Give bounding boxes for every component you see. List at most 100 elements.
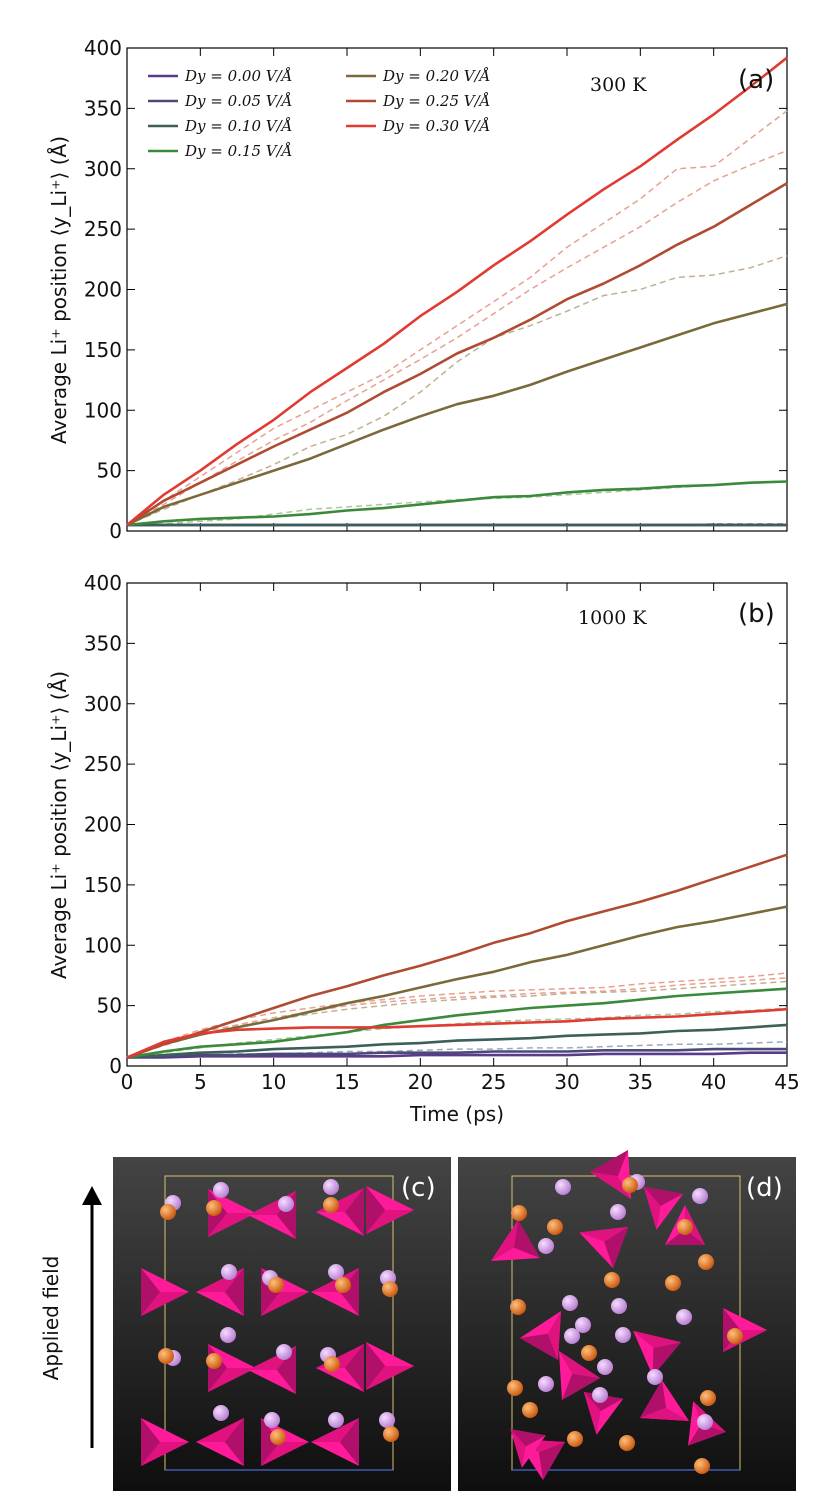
dashed-line-b-1 [126,977,788,1059]
o-atom-d-3 [677,1219,693,1235]
tetrahedron-c-4 [141,1268,189,1316]
o-atom-d-4 [698,1254,714,1270]
y-tick-label-a-5: 250 [84,217,122,241]
dashed-line-a-0 [126,110,788,526]
y-tick-label-a-4: 200 [84,278,122,302]
li-atom-d-11 [597,1359,613,1375]
li-atom-d-12 [538,1376,554,1392]
o-atom-d-14 [619,1435,635,1451]
series-line-a-5 [126,182,788,527]
li-atom-d-13 [647,1369,663,1385]
x-tick-label-b-8: 40 [701,1070,726,1094]
plot-frame-a [126,47,788,532]
applied-field-label: Applied field [39,1256,63,1381]
o-atom-d-8 [727,1328,743,1344]
y-tick-label-b-0: 0 [109,1054,122,1078]
legend-label-6: Dy = 0.30 V/Å [382,117,491,135]
o-atom-c-2 [323,1197,339,1213]
ticks-a: 0 50 100 150 200 250 300 350 400 [84,36,788,543]
li-atom-d-3 [538,1238,554,1254]
x-tick-label-b-9: 45 [774,1070,799,1094]
li-atom-c-9 [220,1327,236,1343]
o-atom-c-4 [335,1277,351,1293]
li-atom-d-8 [575,1317,591,1333]
li-atom-c-6 [328,1264,344,1280]
o-atom-d-6 [665,1275,681,1291]
tetrahedron-d-2 [643,1186,684,1230]
li-atom-c-1 [213,1182,229,1198]
o-atom-d-7 [510,1299,526,1315]
o-atom-c-3 [268,1277,284,1293]
o-atom-d-5 [604,1272,620,1288]
y-tick-label-b-1: 50 [97,994,122,1018]
li-atom-d-4 [610,1204,626,1220]
field-arrow-icon [82,1186,102,1205]
panel-label-a: (a) [738,65,774,95]
y-tick-label-a-2: 100 [84,398,122,422]
tetrahedron-c-13 [196,1418,244,1466]
o-atom-d-2 [622,1177,638,1193]
li-atom-c-10 [276,1344,292,1360]
tetrahedron-c-15 [311,1418,359,1466]
li-atom-c-15 [379,1412,395,1428]
temperature-label-a: 300 K [590,74,647,96]
tetrahedron-c-14 [261,1418,309,1466]
li-atom-d-10 [615,1327,631,1343]
y-tick-label-b-4: 200 [84,813,122,837]
y-tick-label-b-7: 350 [84,631,122,655]
tetrahedron-d-6 [519,1310,561,1361]
series-line-b-5 [126,853,788,1059]
panel-d-structure: (d) [458,1149,796,1491]
x-tick-label-b-2: 10 [261,1070,286,1094]
li-atom-c-4 [221,1264,237,1280]
li-atom-d-2 [692,1188,708,1204]
panel-label-c: (c) [401,1173,436,1203]
y-tick-label-b-5: 250 [84,752,122,776]
applied-field-indicator: Applied field [39,1186,102,1448]
li-atom-c-3 [323,1179,339,1195]
y-tick-label-b-8: 400 [84,571,122,595]
y-tick-label-a-1: 50 [97,459,122,483]
x-axis-label: Time (ps) [409,1102,504,1126]
li-atom-d-14 [592,1387,608,1403]
o-atom-d-9 [581,1345,597,1361]
tetrahedron-c-10 [366,1342,414,1390]
legend-label-3: Dy = 0.15 V/Å [184,142,293,160]
tetrahedron-d-13 [510,1429,546,1468]
panel-b: 0 50 100 150 200 250 300 350 400 0 5 10 15 20 25 30 35 40… [47,571,800,1126]
li-atom-c-2 [278,1196,294,1212]
legend-label-4: Dy = 0.20 V/Å [382,67,491,85]
o-atom-c-9 [270,1429,286,1445]
o-atom-d-10 [507,1380,523,1396]
x-tick-label-b-0: 0 [121,1070,134,1094]
plot-frame-b [126,582,788,1067]
y-tick-label-a-6: 300 [84,157,122,181]
series-line-b-6 [126,1007,788,1059]
series-line-b-3 [126,987,788,1059]
temperature-label-b: 1000 K [578,607,647,629]
x-tick-label-b-6: 30 [554,1070,579,1094]
y-axis-label-b: Average Li⁺ position ⟨y_Li⁺⟩ (Å) [47,671,71,979]
series-line-a-4 [126,302,788,527]
y-tick-label-a-3: 150 [84,338,122,362]
o-atom-d-0 [511,1205,527,1221]
legend-label-2: Dy = 0.10 V/Å [184,117,293,135]
series-line-b-1 [126,1047,787,1059]
o-atom-c-5 [382,1281,398,1297]
x-tick-label-b-7: 35 [628,1070,653,1094]
o-atom-d-1 [547,1219,563,1235]
y-axis-label-a: Average Li⁺ position ⟨y_Li⁺⟩ (Å) [47,136,71,444]
o-atom-d-13 [567,1431,583,1447]
o-atom-d-15 [694,1458,710,1474]
li-atom-d-15 [697,1414,713,1430]
tetrahedron-c-12 [141,1418,189,1466]
dashed-line-a-2 [126,254,788,526]
li-atom-d-5 [562,1295,578,1311]
series-a [126,56,788,527]
legend-label-0: Dy = 0.00 V/Å [184,67,293,85]
y-tick-label-b-2: 100 [84,933,122,957]
legend-label-5: Dy = 0.25 V/Å [382,92,491,110]
atoms-c [141,1179,414,1466]
o-atom-c-10 [383,1426,399,1442]
